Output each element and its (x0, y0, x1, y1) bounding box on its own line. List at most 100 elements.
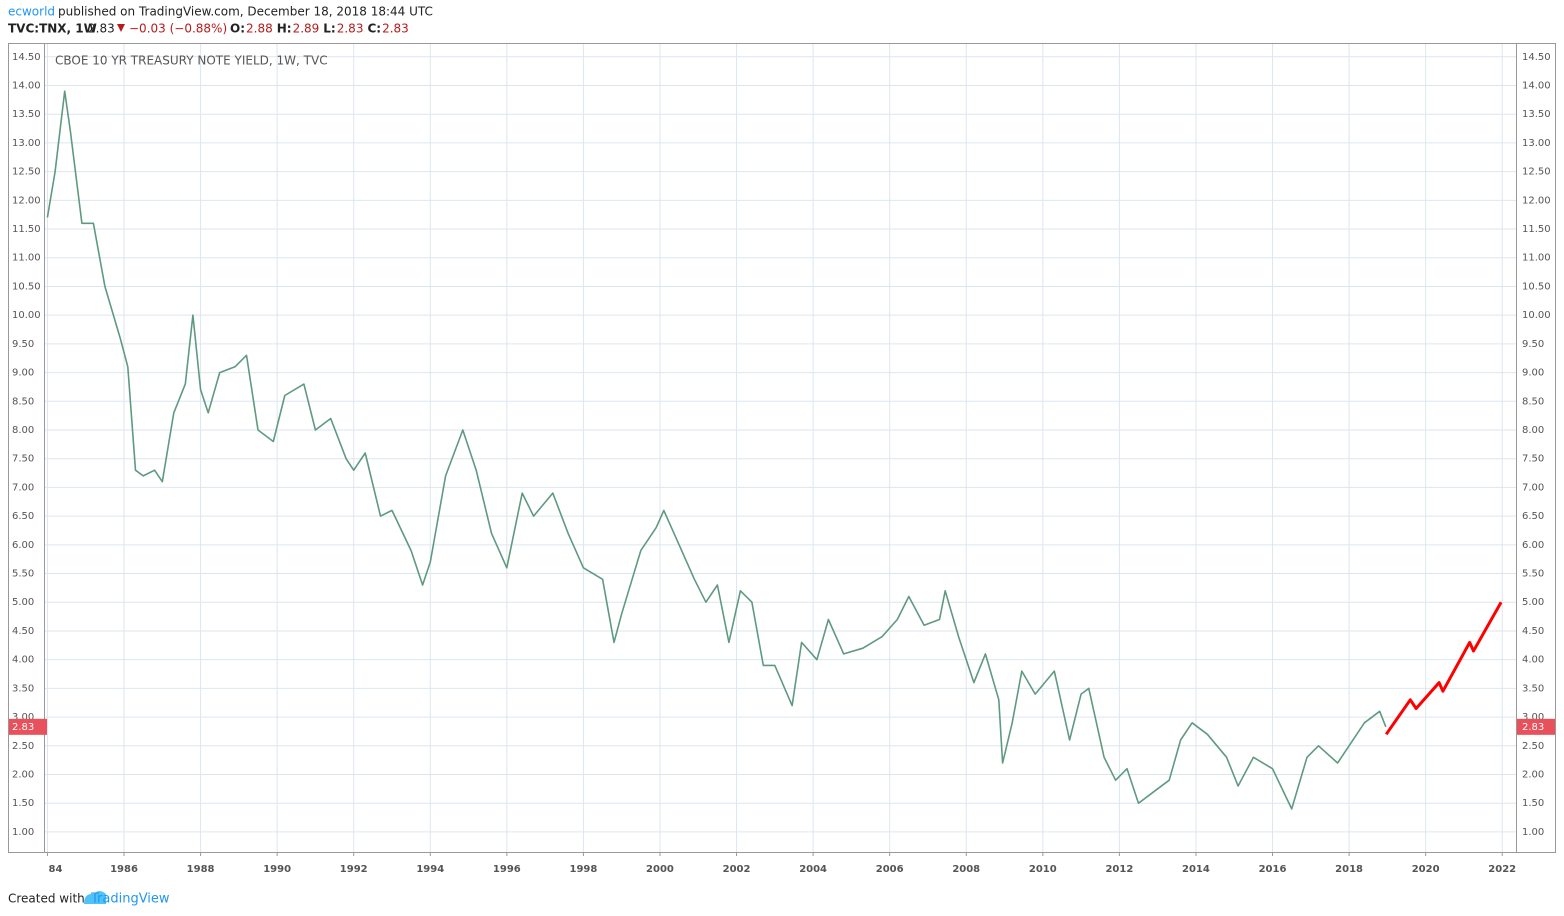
y-tick-label: 2.00 (12, 769, 34, 780)
series-line (1384, 601, 1503, 736)
y-tick-label-right: 3.50 (1522, 683, 1544, 694)
y-tick-label: 11.50 (12, 224, 41, 235)
x-tick-label: 1988 (187, 864, 215, 875)
ohlc-label: L: (323, 22, 335, 36)
y-tick-label-right: 14.00 (1522, 80, 1551, 91)
y-tick-label: 9.50 (12, 339, 34, 350)
x-tick-label: 1998 (569, 864, 597, 875)
x-tick-label: 2006 (876, 864, 904, 875)
x-tick-label: 84 (48, 864, 62, 875)
y-tick-label-right: 14.50 (1522, 52, 1551, 63)
logo (84, 891, 106, 904)
ohlc-label: H: (277, 22, 292, 36)
chart-frame (8, 43, 1556, 853)
ohlc-label: O: (230, 22, 245, 36)
change: −0.03 (−0.88%) (129, 22, 227, 36)
y-tick-label: 1.00 (12, 827, 34, 838)
y-tick-label-right: 10.50 (1522, 281, 1551, 292)
y-tick-label: 13.00 (12, 138, 41, 149)
ohlc-label: C: (367, 22, 381, 36)
y-tick-label-right: 9.50 (1522, 339, 1544, 350)
y-tick-label: 5.00 (12, 597, 34, 608)
y-tick-label: 6.50 (12, 511, 34, 522)
y-tick-label-right: 1.00 (1522, 827, 1544, 838)
y-tick-label: 11.00 (12, 253, 41, 264)
y-tick-label-right: 13.50 (1522, 109, 1551, 120)
y-tick-label-right: 12.00 (1522, 195, 1551, 206)
y-tick-label: 10.00 (12, 310, 41, 321)
y-tick-label-right: 9.00 (1522, 368, 1544, 379)
y-tick-label-right: 4.00 (1522, 655, 1544, 666)
last-price-box (9, 718, 47, 735)
y-tick-label-right: 12.50 (1522, 167, 1551, 178)
y-tick-label: 7.00 (12, 482, 34, 493)
author[interactable]: ecworld (8, 5, 55, 19)
y-tick-label-right: 13.00 (1522, 138, 1551, 149)
y-tick-label-right: 10.00 (1522, 310, 1551, 321)
y-tick-label: 7.50 (12, 454, 34, 465)
y-tick-label: 5.50 (12, 569, 34, 580)
x-tick-label: 1992 (340, 864, 368, 875)
y-tick-label-right: 5.50 (1522, 569, 1544, 580)
x-tick-label: 2008 (952, 864, 980, 875)
y-tick-label: 2.50 (12, 741, 34, 752)
x-tick-label: 2000 (646, 864, 674, 875)
x-tick-label: 1996 (493, 864, 521, 875)
y-tick-label-right: 2.50 (1522, 741, 1544, 752)
x-tick-label: 2014 (1182, 864, 1210, 875)
y-tick-label: 12.50 (12, 167, 41, 178)
y-tick-label: 3.50 (12, 683, 34, 694)
x-tick-label: 2022 (1488, 864, 1516, 875)
y-tick-label-right: 8.00 (1522, 425, 1544, 436)
x-tick-label: 2002 (723, 864, 751, 875)
y-tick-label-right: 7.00 (1522, 482, 1544, 493)
y-tick-label: 1.50 (12, 798, 34, 809)
footer-text: Created with (8, 892, 85, 906)
ohlc-value: 2.88 (246, 22, 273, 36)
y-tick-label: 8.50 (12, 396, 34, 407)
y-tick-label: 14.50 (12, 52, 41, 63)
last-price-box (1517, 718, 1555, 735)
y-tick-label: 8.00 (12, 425, 34, 436)
down-arrow (117, 24, 125, 32)
x-tick-label: 1986 (110, 864, 138, 875)
y-tick-label: 14.00 (12, 80, 41, 91)
y-tick-label-right: 6.50 (1522, 511, 1544, 522)
y-tick-label-right: 7.50 (1522, 454, 1544, 465)
x-tick-label: 1994 (416, 864, 444, 875)
series-line (46, 90, 1387, 810)
ohlc-value: 2.89 (293, 22, 320, 36)
symbol: TVC:TNX, 1W (8, 22, 97, 36)
x-tick-label: 2018 (1335, 864, 1363, 875)
y-tick-label-right: 11.50 (1522, 224, 1551, 235)
y-tick-label: 3.00 (12, 712, 34, 723)
last-price-label: 2.83 (1522, 722, 1544, 733)
y-tick-label-right: 4.50 (1522, 626, 1544, 637)
last: 2.83 (88, 22, 115, 36)
y-tick-label-right: 8.50 (1522, 396, 1544, 407)
x-tick-label: 2012 (1105, 864, 1133, 875)
x-tick-label: 2004 (799, 864, 827, 875)
x-tick-label: 1990 (263, 864, 291, 875)
y-tick-label: 10.50 (12, 281, 41, 292)
footer-brand[interactable]: TradingView (90, 892, 170, 907)
y-tick-label-right: 5.00 (1522, 597, 1544, 608)
x-tick-label: 2010 (1029, 864, 1057, 875)
y-tick-label-right: 6.00 (1522, 540, 1544, 551)
y-tick-label: 4.00 (12, 655, 34, 666)
ohlc: O: 2.88 H: 2.89 L: 2.83 C: 2.83 (230, 22, 409, 36)
grid (44, 43, 1516, 852)
y-tick-label: 12.00 (12, 195, 41, 206)
y-tick-label: 13.50 (12, 109, 41, 120)
y-tick-label-right: 3.00 (1522, 712, 1544, 723)
ohlc-value: 2.83 (337, 22, 364, 36)
chart-title: CBOE 10 YR TREASURY NOTE YIELD, 1W, TVC (55, 54, 328, 68)
x-tick-label: 2016 (1259, 864, 1287, 875)
published: published on TradingView.com, December 1… (58, 5, 433, 19)
y-tick-label: 6.00 (12, 540, 34, 551)
x-tick-label: 2020 (1412, 864, 1440, 875)
y-tick-label-right: 2.00 (1522, 769, 1544, 780)
ohlc-value: 2.83 (382, 22, 409, 36)
y-tick-label-right: 11.00 (1522, 253, 1551, 264)
